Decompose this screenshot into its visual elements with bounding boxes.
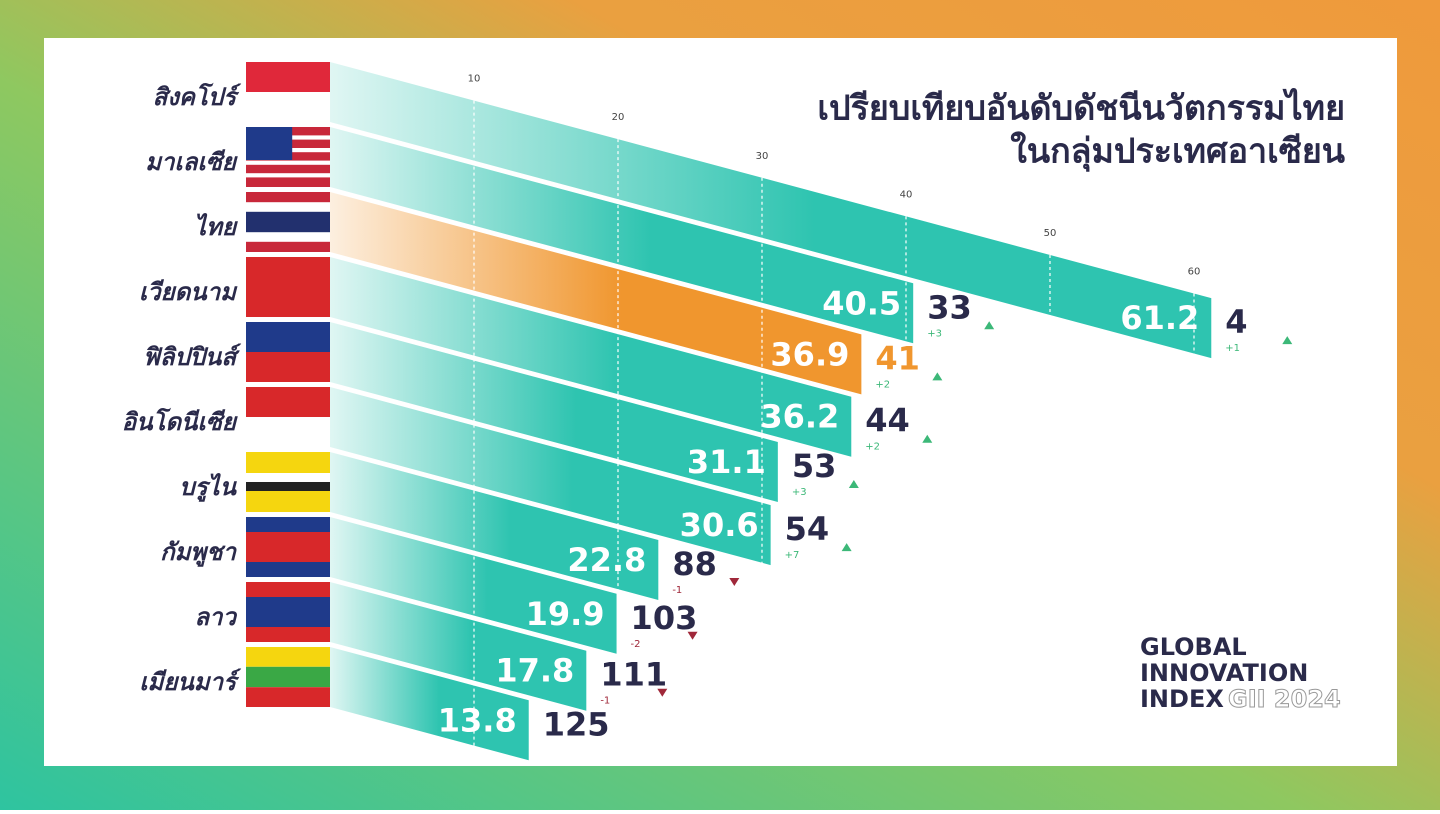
rank-label: 111 [600, 656, 667, 694]
flags: สิงคโปร์มาเลเซียไทยเวียดนามฟิลิปปินส์อิน… [122, 62, 330, 707]
x-tick-label: 10 [468, 74, 481, 85]
category-label: กัมพูชา [160, 538, 237, 567]
rank-label: 4 [1225, 303, 1247, 341]
rank-label: 44 [865, 402, 910, 440]
chart-title: เปรียบเทียบอันดับดัชนีนวัตกรรมไทย [817, 88, 1345, 129]
rank-change-arrow [687, 631, 698, 640]
brand-line: GLOBAL [1140, 633, 1247, 661]
rank-label: 41 [875, 339, 920, 377]
chart-subtitle: ในกลุ่มประเทศอาเซียน [1010, 131, 1345, 173]
category-label: เวียดนาม [139, 278, 238, 306]
rank-label: 53 [792, 447, 837, 485]
value-label: 19.9 [526, 595, 605, 633]
flag-stripe [246, 211, 330, 233]
rank-change-arrow [729, 577, 740, 586]
category-label: ลาว [194, 603, 237, 631]
rank-change-arrow [922, 434, 933, 443]
flag-stripe [246, 62, 330, 92]
rank-change-arrow [1282, 336, 1293, 345]
flag-stripe [246, 562, 330, 577]
rank-change-arrow [657, 688, 668, 697]
bar [330, 257, 852, 457]
x-tick-label: 40 [900, 189, 913, 200]
value-label: 36.2 [760, 398, 839, 436]
value-label: 31.1 [687, 443, 766, 481]
flag-stripe [246, 517, 330, 532]
flag-stripe [246, 473, 330, 482]
value-label: 61.2 [1120, 299, 1199, 337]
category-label: มาเลเซีย [145, 148, 238, 176]
category-label: อินโดนีเซีย [122, 407, 238, 436]
value-label: 30.6 [680, 506, 759, 544]
flag-stripe [246, 597, 330, 627]
rank-change-arrow [841, 543, 852, 552]
rank-change-label: +1 [1225, 343, 1240, 354]
flag-stripe [246, 532, 330, 562]
rank-label: 88 [672, 545, 717, 583]
flag-stripe [246, 417, 330, 447]
category-label: ฟิลิปปินส์ [143, 343, 242, 371]
flag-stripe [246, 482, 330, 491]
flag-stripe [246, 173, 330, 178]
flag-stripe [246, 582, 330, 597]
brand-line: INNOVATION [1140, 659, 1308, 687]
flag-stripe [246, 92, 330, 122]
flag-stripe [246, 647, 330, 667]
flag-stripe [246, 387, 330, 417]
bar [330, 452, 659, 600]
bar [330, 517, 617, 654]
rank-label: 54 [785, 510, 830, 548]
flag-stripe [246, 160, 330, 165]
brand-tag: GII 2024 [1228, 685, 1341, 713]
x-tick-label: 20 [612, 112, 625, 123]
bar [330, 62, 1212, 359]
rank-change-label: +2 [865, 442, 880, 453]
rank-label: 125 [543, 705, 610, 743]
flag-stripe [246, 322, 330, 352]
rank-change-label: +7 [785, 550, 800, 561]
x-tick-label: 60 [1188, 267, 1201, 278]
value-label: 36.9 [770, 335, 849, 373]
flag-stripe [246, 127, 293, 160]
bar [330, 192, 862, 395]
value-label: 22.8 [567, 541, 646, 579]
flag-stripe [246, 666, 330, 688]
rank-label: 33 [927, 288, 972, 326]
value-label: 40.5 [822, 284, 901, 322]
flag-stripe [246, 257, 330, 317]
x-tick-label: 30 [756, 151, 769, 162]
brand-line: INDEX [1140, 685, 1224, 713]
category-label: ไทย [194, 213, 238, 241]
flag-stripe [246, 627, 330, 642]
bar [330, 322, 778, 503]
category-label: เมียนมาร์ [139, 668, 242, 696]
flag-stripe [246, 687, 330, 707]
rank-change-label: -1 [672, 585, 682, 596]
category-label: สิงคโปร์ [153, 82, 242, 111]
flag-stripe [246, 352, 330, 382]
bar [330, 647, 529, 761]
category-label: บรูไน [179, 473, 237, 502]
rank-change-arrow [932, 372, 943, 381]
bar [330, 127, 914, 344]
x-tick-label: 50 [1044, 228, 1057, 239]
rank-change-arrow [848, 480, 859, 489]
rank-label: 103 [631, 599, 698, 637]
value-label: 13.8 [438, 701, 517, 739]
rank-change-label: +3 [792, 487, 807, 498]
rank-change-label: -1 [600, 696, 610, 707]
rank-change-arrow [984, 321, 995, 330]
rank-change-label: +2 [875, 379, 890, 390]
plot: 10 20 30 40 50 60 61.2 4 +1 40.5 33 +3 36.9 41 +2 36.2 4… [330, 62, 1293, 761]
bar [330, 387, 771, 566]
rank-change-label: -2 [631, 639, 641, 650]
bar [330, 582, 587, 711]
rank-change-label: +3 [927, 328, 942, 339]
value-label: 17.8 [495, 652, 574, 690]
